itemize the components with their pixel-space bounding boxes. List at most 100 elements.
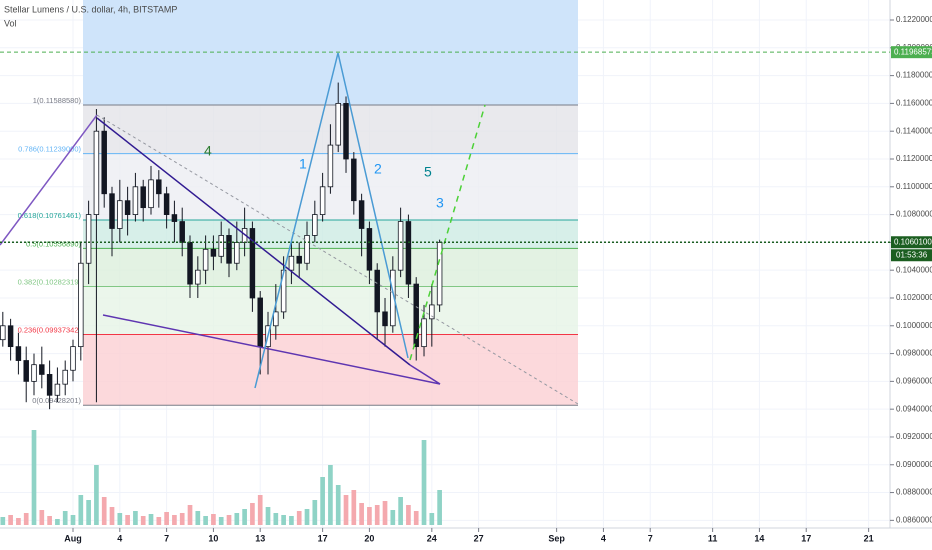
candle-body: [148, 179, 154, 209]
volume-bar: [148, 514, 154, 525]
candle-body: [226, 235, 232, 264]
volume-bar: [203, 516, 208, 525]
price-label-box: [891, 46, 932, 59]
candle-body: [179, 221, 185, 243]
fib-label: 0.618(0.10761461): [18, 211, 82, 220]
volume-bar: [23, 513, 29, 525]
volume-bar: [226, 515, 232, 525]
volume-bar: [187, 505, 193, 525]
candle-body: [234, 241, 240, 264]
candle-body: [343, 103, 349, 160]
volume-bar: [429, 513, 435, 525]
candle-body: [358, 200, 365, 229]
volume-bar: [211, 514, 216, 525]
volume-bar: [320, 477, 325, 525]
volume-bar: [406, 505, 411, 525]
candle-body: [296, 255, 302, 264]
x-tick-label: 24: [427, 533, 437, 543]
x-tick-label: 17: [801, 533, 811, 543]
volume-bar: [281, 515, 286, 525]
volume-bar: [179, 513, 185, 525]
volume-bar: [195, 511, 201, 525]
wave-label: 1: [299, 156, 307, 172]
volume-bar: [250, 503, 255, 525]
candle-body: [62, 369, 68, 385]
candle-body: [78, 262, 84, 348]
candle-body: [390, 269, 396, 327]
candle-body: [187, 241, 193, 285]
fib-zone: [83, 219, 578, 249]
fib-zone: [83, 248, 578, 287]
volume-bar: [55, 519, 60, 525]
candle-body: [374, 269, 380, 313]
volume-bar: [413, 511, 419, 525]
candle-body: [31, 364, 37, 382]
volume-bar: [437, 490, 442, 525]
y-tick-label: 0.08600000: [896, 515, 932, 524]
candle-body: [101, 130, 107, 195]
x-tick-label: 7: [648, 533, 653, 543]
wedge-line: [102, 314, 441, 385]
x-tick-label: Aug: [64, 533, 82, 543]
wave-label: 3: [436, 195, 444, 211]
candle-body: [405, 221, 412, 285]
x-tick-label: 13: [255, 533, 265, 543]
fib-label: 0(0.09428201): [32, 396, 81, 405]
volume-bar: [156, 517, 162, 525]
price-label-box: [891, 236, 932, 249]
volume-bar: [234, 513, 240, 525]
volume-bar: [125, 515, 130, 525]
x-tick-label: 17: [318, 533, 328, 543]
volume-bar: [0, 517, 6, 525]
fib-label: 0.382(0.10282319): [18, 278, 82, 287]
volume-bar: [39, 510, 45, 525]
projection-line: [409, 104, 486, 361]
x-tick-label: 4: [117, 533, 122, 543]
candle-body: [382, 311, 388, 327]
volume-bar: [304, 509, 310, 525]
volume-bar: [8, 515, 13, 525]
wave-label: 5: [424, 164, 432, 180]
candle-body: [132, 186, 139, 215]
volume-bar: [78, 495, 84, 525]
volume-bar: [47, 516, 52, 525]
countdown: 01:53:36: [896, 250, 928, 259]
volume-bar: [343, 495, 349, 525]
volume-bar: [312, 500, 318, 525]
x-tick-label: 11: [708, 533, 718, 543]
wedge-line: [409, 364, 441, 385]
volume-bar: [296, 511, 302, 525]
candle-body: [249, 228, 256, 299]
countdown-box: [891, 249, 932, 262]
volume-bar: [257, 495, 263, 525]
candle-body: [156, 179, 162, 195]
volume-bar: [289, 516, 294, 525]
candle-body: [304, 235, 310, 264]
volume-bar: [382, 501, 388, 525]
volume-bar: [351, 490, 357, 525]
volume-pane: [0, 430, 442, 525]
fib-label: 0.236(0.09937342): [18, 325, 82, 334]
volume-bar: [62, 511, 68, 525]
fib-label: 0.786(0.11239000): [18, 145, 81, 154]
volume-bar: [133, 511, 138, 525]
candle-body: [335, 103, 341, 146]
candle-body: [93, 130, 100, 215]
candle-body: [202, 248, 209, 271]
candle-body: [436, 241, 443, 306]
volume-bar: [335, 485, 341, 525]
volume-bar: [16, 518, 21, 525]
x-tick-label: 27: [474, 533, 484, 543]
